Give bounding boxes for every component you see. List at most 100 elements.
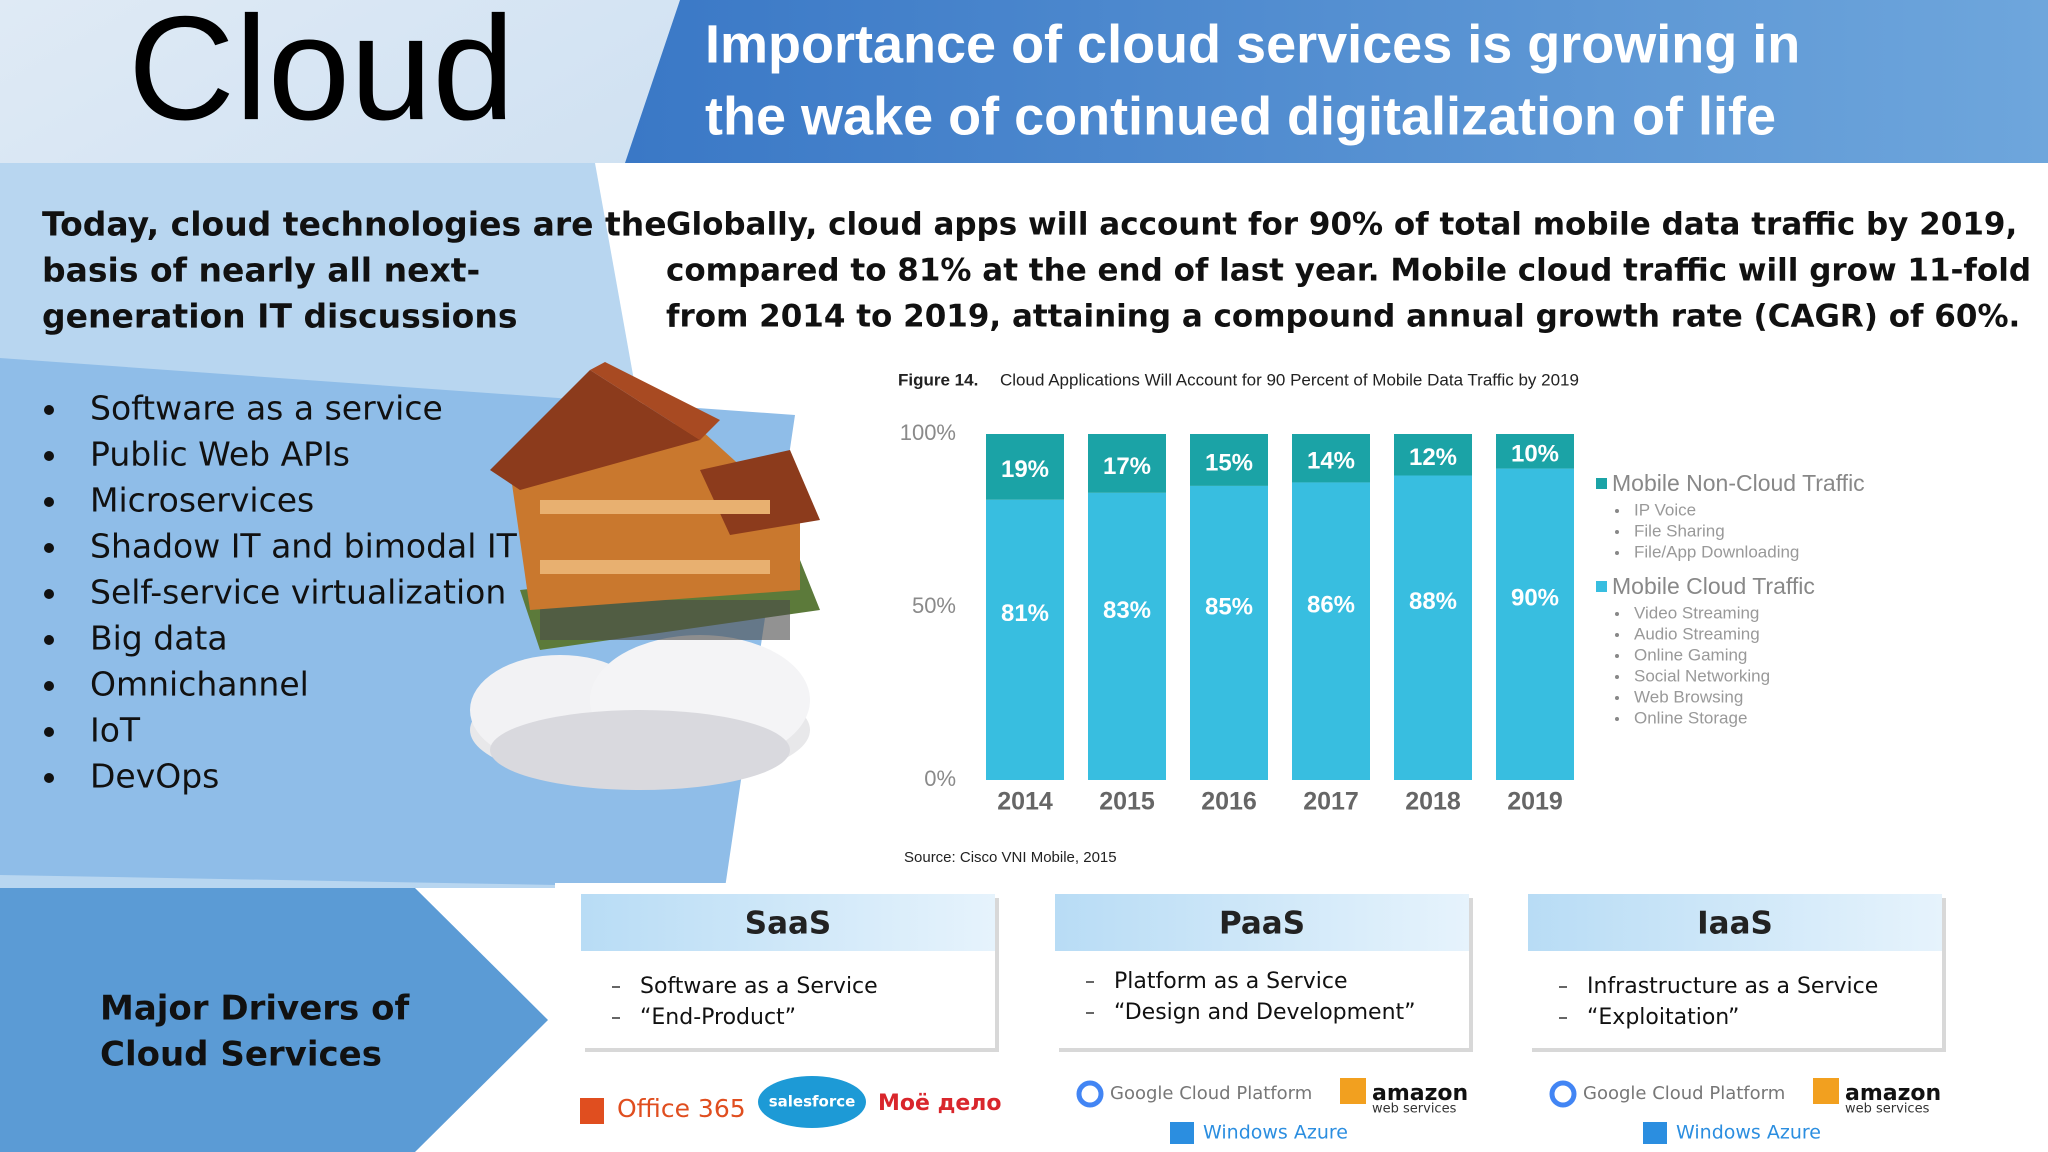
service-header [1055, 894, 1469, 951]
logo-icon [1340, 1078, 1366, 1104]
bullet [44, 451, 54, 461]
driver-item: Microservices [90, 481, 314, 520]
legend-item: Audio Streaming [1634, 624, 1760, 643]
legend-item: IP Voice [1634, 500, 1696, 519]
legend-bullet [1615, 509, 1619, 513]
bullet [44, 635, 54, 645]
chart: 0% 50% 100% 81% 19% 2014 83% 17% 2015 85% 15% 2016 8… [900, 420, 1865, 816]
bullet [44, 589, 54, 599]
legend-bullet [1615, 551, 1619, 555]
legend-swatch [1596, 478, 1607, 489]
service-line: “Design and Development” [1114, 1000, 1416, 1025]
headline: Importance of cloud services is growing … [705, 14, 1800, 74]
service-line: “End-Product” [640, 1005, 796, 1030]
value-label: 12% [1409, 444, 1457, 471]
logo-text: Google Cloud Platform [1583, 1083, 1785, 1104]
bar-segment [986, 434, 1064, 500]
bullet [44, 727, 54, 737]
logo-badge [758, 1076, 866, 1128]
service-line: Platform as a Service [1114, 969, 1348, 994]
value-label: 88% [1409, 588, 1457, 615]
logo-text: Windows Azure [1203, 1122, 1348, 1144]
legend-item: Online Storage [1634, 708, 1747, 727]
logo-text: web services [1372, 1102, 1457, 1117]
value-label: 85% [1205, 593, 1253, 620]
y-tick-label: 100% [900, 420, 956, 445]
header-band [625, 0, 2048, 163]
page-title: Cloud [128, 0, 515, 151]
house-illustration [470, 362, 820, 790]
service-line: Infrastructure as a Service [1587, 974, 1878, 999]
summary-line: compared to 81% at the end of last year.… [666, 253, 2031, 289]
legend-bullet [1615, 654, 1619, 658]
services: SaaS Software as a Service “End-Product” Of… [580, 894, 1946, 1144]
value-label: 81% [1001, 600, 1049, 627]
driver-item: Public Web APIs [90, 435, 350, 474]
x-tick-label: 2014 [997, 788, 1053, 816]
x-tick-label: 2019 [1507, 788, 1563, 816]
logo-text: Моё дело [878, 1091, 1002, 1116]
intro-line: basis of nearly all next- [42, 251, 480, 290]
service-header [1528, 894, 1942, 951]
legend-item: File Sharing [1634, 521, 1725, 540]
bar-segment [1394, 475, 1472, 780]
logo-text: web services [1845, 1102, 1930, 1117]
bar-segment [1088, 492, 1166, 780]
value-label: 10% [1511, 441, 1559, 468]
bar-segment [1292, 434, 1370, 483]
legend-item: Web Browsing [1634, 687, 1743, 706]
logo-icon [1643, 1122, 1667, 1144]
legend-item: Online Gaming [1634, 645, 1747, 664]
intro-line: generation IT discussions [42, 297, 517, 336]
service-title: PaaS [1219, 906, 1305, 942]
legend-bullet [1615, 717, 1619, 721]
figure-caption: Cloud Applications Will Account for 90 P… [1000, 370, 1579, 389]
legend-swatch [1596, 581, 1607, 592]
value-label: 19% [1001, 456, 1049, 483]
bullet [44, 773, 54, 783]
x-tick-label: 2015 [1099, 788, 1155, 816]
logo-text: Google Cloud Platform [1110, 1083, 1312, 1104]
legend-entry: Mobile Non-Cloud Traffic [1612, 470, 1865, 496]
drivers-title: Cloud Services [100, 1035, 382, 1075]
bar-segment [1190, 485, 1268, 780]
summary-line: Globally, cloud apps will account for 90… [666, 207, 2017, 243]
x-tick-label: 2018 [1405, 788, 1461, 816]
legend-item: Video Streaming [1634, 603, 1759, 622]
driver-item: DevOps [90, 757, 219, 796]
legend-item: File/App Downloading [1634, 542, 1799, 561]
value-label: 15% [1205, 449, 1253, 476]
logo-text: salesforce [769, 1093, 856, 1111]
bullet [44, 497, 54, 507]
summary-line: from 2014 to 2019, attaining a compound … [666, 299, 2020, 335]
bar-segment [1496, 434, 1574, 469]
value-label: 14% [1307, 448, 1355, 475]
y-tick-label: 0% [924, 766, 956, 791]
figure-label: Figure 14. [898, 370, 978, 389]
driver-item: Big data [90, 619, 228, 658]
logo-text: amazon [1372, 1081, 1468, 1106]
logo-icon [1549, 1080, 1577, 1108]
x-tick-label: 2016 [1201, 788, 1257, 816]
service-title: IaaS [1697, 906, 1773, 942]
legend-bullet [1615, 675, 1619, 679]
drivers-arrow [0, 888, 548, 1152]
bullet [44, 543, 54, 553]
service-line: Software as a Service [640, 974, 878, 999]
legend-bullet [1615, 696, 1619, 700]
y-tick-label: 50% [912, 593, 956, 618]
logo-text: Windows Azure [1676, 1122, 1821, 1144]
drivers-list: Software as a service Public Web APIs Micr… [44, 389, 518, 796]
legend-item: Social Networking [1634, 666, 1770, 685]
logo-icon [1076, 1080, 1104, 1108]
headline: the wake of continued digitalization of … [705, 86, 1776, 146]
bar-segment [1190, 434, 1268, 486]
logo-text: Office 365 [617, 1094, 746, 1123]
service-line: “Exploitation” [1587, 1005, 1739, 1030]
value-label: 86% [1307, 592, 1355, 619]
bar-segment [1088, 434, 1166, 493]
logo-text: amazon [1845, 1081, 1941, 1106]
intro: Today, cloud technologies are the basis o… [42, 205, 667, 336]
driver-item: Software as a service [90, 389, 443, 428]
